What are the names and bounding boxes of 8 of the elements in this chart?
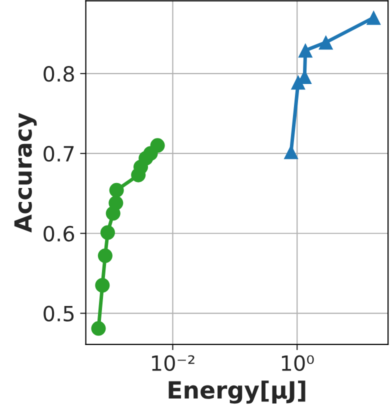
y-tick-label: 0.8 (44, 66, 74, 82)
x-tick-label: 10⁻² (152, 355, 194, 371)
y-tick-label: 0.5 (44, 306, 74, 322)
y-tick-label: 0.7 (44, 146, 74, 162)
y-tick-label: 0.6 (44, 226, 74, 242)
y-axis-title: Accuracy (14, 113, 37, 233)
x-axis-title: Energy[μJ] (168, 380, 306, 404)
x-tick-label: 10⁰ (282, 355, 314, 371)
